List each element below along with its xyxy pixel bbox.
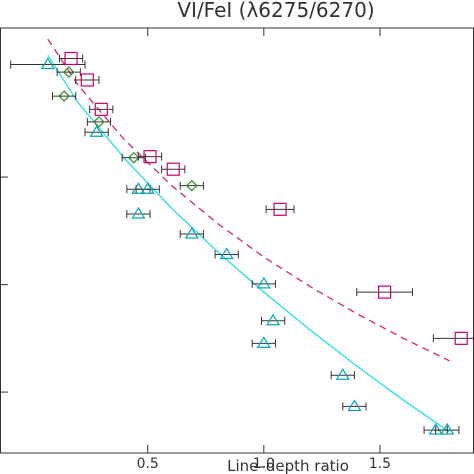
triangle-point: [256, 336, 271, 348]
data-points: [10, 51, 474, 435]
x-axis-label: Line–depth ratio: [227, 457, 349, 474]
square-point: [273, 202, 287, 216]
diamond-point: [62, 66, 75, 78]
triangle-point: [335, 368, 350, 380]
square-point: [166, 162, 180, 176]
fit-curve-solid: [47, 54, 450, 433]
triangle-point: [40, 57, 55, 70]
fit-curves: [47, 38, 450, 433]
chart-title: VI/FeI (λ6275/6270): [177, 0, 374, 22]
fit-curve-dashed: [47, 38, 450, 362]
triangle-point: [131, 206, 146, 219]
square-point: [143, 150, 157, 164]
x-tick-label: 0.5: [137, 456, 159, 472]
triangle-point: [140, 182, 155, 194]
x-tick-label: 1.5: [369, 456, 391, 472]
square-point: [454, 331, 468, 345]
square-point: [64, 51, 78, 66]
diamond-point: [93, 116, 105, 128]
triangle-point: [89, 125, 104, 137]
triangle-point: [219, 247, 234, 260]
diamond-point: [58, 90, 70, 102]
triangle-point: [256, 276, 271, 289]
diamond-point: [185, 179, 198, 192]
triangle-point: [131, 182, 146, 194]
x-tick-label: 1.0: [253, 456, 275, 472]
diamond-point: [127, 151, 140, 164]
square-point: [80, 73, 94, 87]
triangle-point: [266, 313, 281, 326]
triangle-point: [440, 422, 455, 435]
square-point: [94, 102, 108, 116]
triangle-point: [347, 399, 362, 412]
square-point: [377, 285, 392, 299]
triangle-point: [184, 226, 199, 239]
